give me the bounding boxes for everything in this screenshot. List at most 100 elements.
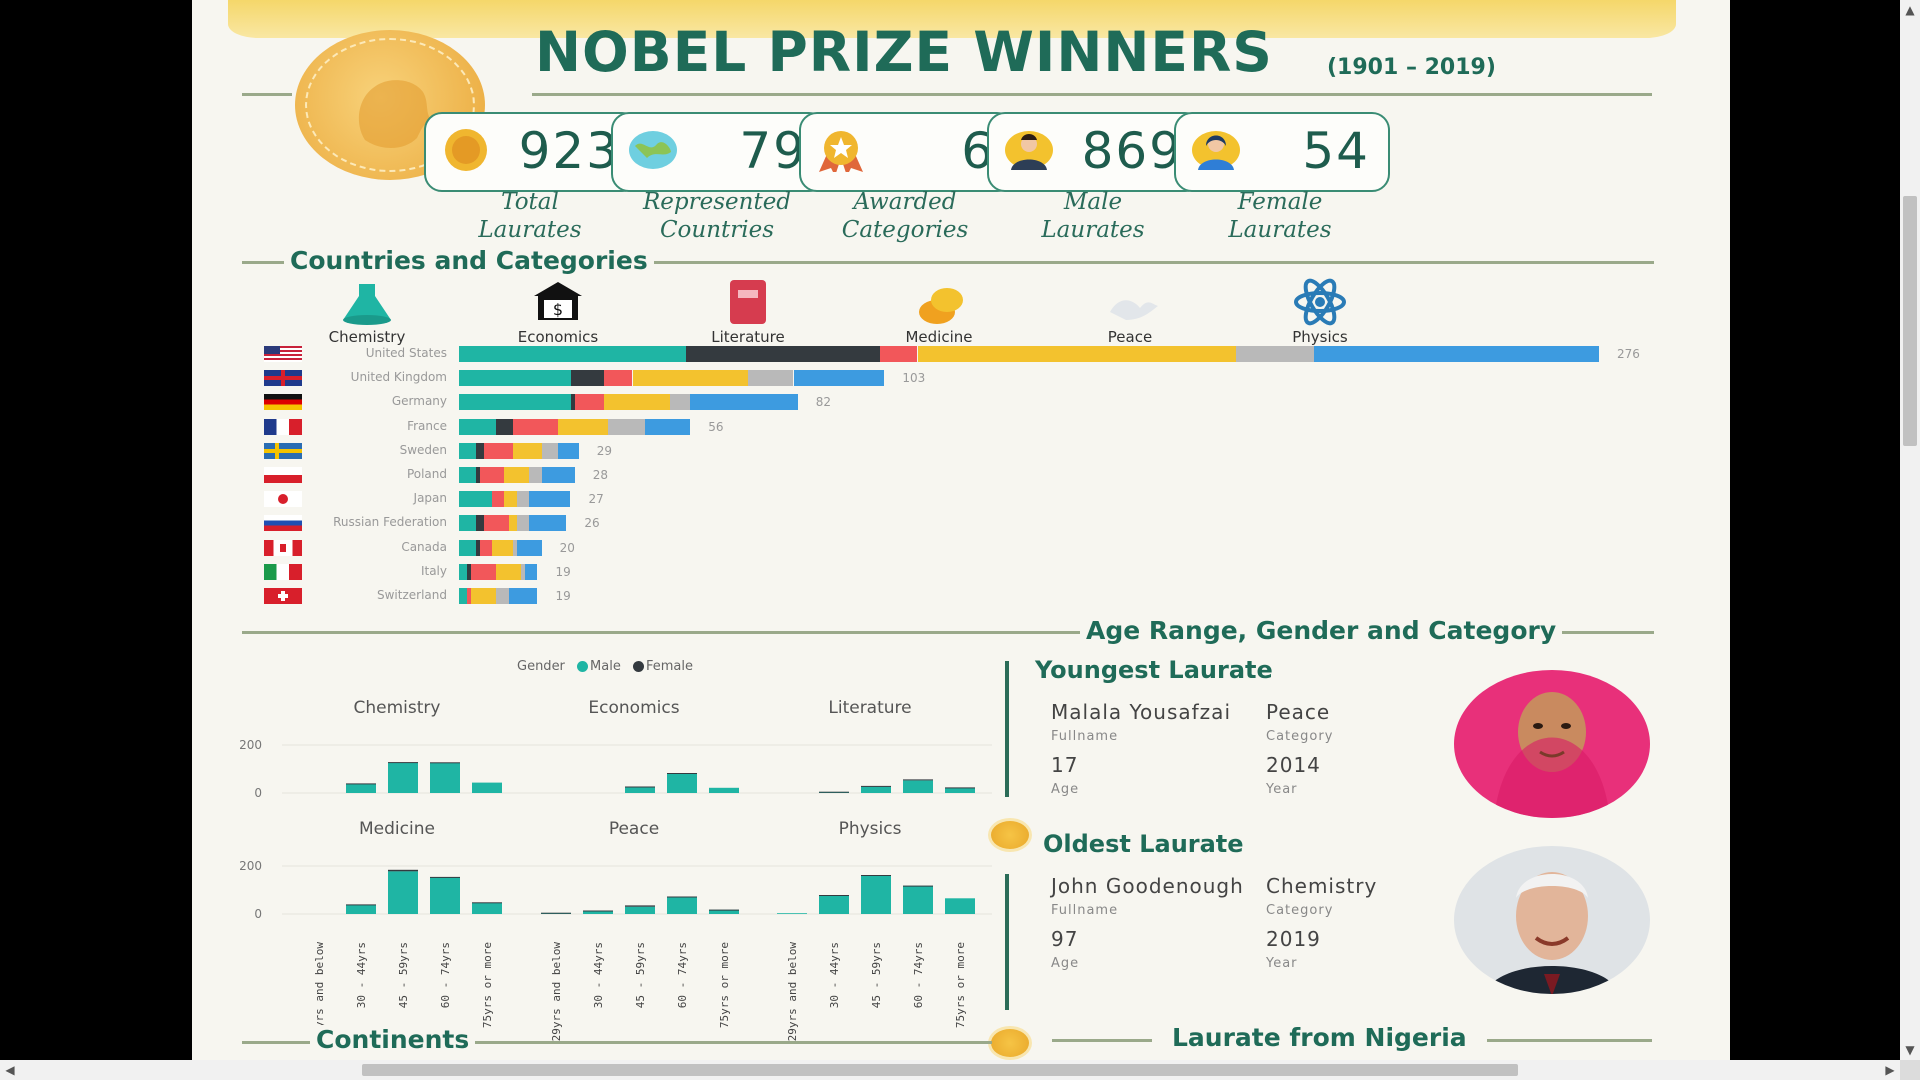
russia-flag — [264, 515, 302, 532]
female-bar — [945, 787, 975, 789]
section-title-countries: Countries and Categories — [284, 246, 654, 275]
scroll-right-arrow-icon[interactable]: ▶ — [1885, 1063, 1895, 1077]
bar-segment-literature — [492, 491, 505, 508]
bar-segment-chemistry — [459, 588, 468, 604]
male-bar — [945, 898, 975, 914]
bar-segment-medicine — [504, 491, 517, 508]
age-bin-label: 75yrs or more — [718, 942, 731, 1028]
bar-segment-physics — [516, 539, 542, 556]
poland-flag — [264, 467, 302, 483]
scroll-up-arrow-icon[interactable]: ▲ — [1905, 3, 1915, 17]
france-flag — [264, 418, 302, 435]
youngest-name: Malala Yousafzai — [1051, 700, 1231, 724]
youngest-year-label: Year — [1266, 782, 1298, 797]
male-person-icon — [1005, 131, 1053, 170]
horizontal-scroll-thumb[interactable] — [362, 1064, 1518, 1076]
us-flag — [264, 346, 302, 362]
divider — [242, 1041, 992, 1044]
age-bin-label: 30 - 44yrs — [828, 942, 841, 1008]
scroll-left-arrow-icon[interactable]: ◀ — [5, 1063, 15, 1077]
bar-segment-chemistry — [459, 442, 476, 459]
female-bar — [388, 762, 418, 764]
youngest-year: 2014 — [1266, 753, 1321, 777]
country-label: Italy — [420, 563, 447, 578]
male-bar — [861, 875, 891, 914]
bar-segment-literature — [479, 539, 493, 556]
country-label: United States — [365, 346, 447, 360]
oldest-category: Chemistry — [1266, 874, 1378, 898]
bar-segment-literature — [479, 467, 505, 483]
bar-segment-physics — [793, 370, 885, 387]
scroll-down-arrow-icon[interactable]: ▼ — [1905, 1043, 1915, 1057]
youngest-category-label: Category — [1266, 729, 1334, 744]
portrait-illustration — [1484, 872, 1620, 994]
oldest-year: 2019 — [1266, 927, 1321, 951]
pill-icon — [919, 288, 963, 324]
female-legend-swatch — [632, 661, 644, 672]
atom-icon — [1294, 278, 1346, 326]
award-ribbon-icon — [819, 131, 863, 172]
dove-icon — [1110, 300, 1158, 320]
gold-coin-icon — [988, 1026, 1032, 1060]
category-literature: Literature — [688, 278, 808, 350]
vertical-scroll-thumb[interactable] — [1903, 196, 1917, 446]
horizontal-scrollbar[interactable]: ◀ ▶ — [0, 1060, 1900, 1080]
bar-segment-chemistry — [459, 370, 571, 387]
bar-total-label: 20 — [559, 540, 575, 555]
male-bar — [625, 906, 655, 914]
sweden-flag — [264, 442, 302, 459]
page-title: NOBEL PRIZE WINNERS — [535, 20, 1273, 84]
switzerland-flag — [264, 588, 302, 604]
italy-flag — [264, 563, 302, 580]
male-bar — [430, 877, 460, 914]
age-bin-label: 29yrs and below — [550, 942, 563, 1042]
bar-segment-medicine — [558, 418, 608, 435]
bar-segment-medicine — [492, 539, 513, 556]
gender-legend: Gender Male Female — [517, 659, 693, 674]
bar-segment-economics — [475, 515, 484, 532]
bar-segment-chemistry — [459, 539, 476, 556]
bar-total-label: 56 — [708, 419, 724, 434]
stat-label: Awarded Categories — [799, 188, 1011, 244]
male-bar — [819, 895, 849, 914]
flask-icon — [343, 284, 391, 325]
bar-segment-literature — [471, 563, 497, 580]
bar-segment-peace — [516, 491, 530, 508]
age-bin-label: 45 - 59yrs — [870, 942, 883, 1008]
bar-segment-medicine — [632, 370, 749, 387]
bar-segment-medicine — [508, 515, 517, 532]
panel-title: Peace — [609, 819, 659, 839]
bar-total-label: 29 — [596, 443, 613, 458]
female-bar — [667, 896, 697, 898]
male-bar — [583, 911, 613, 914]
bar-segment-chemistry — [459, 563, 468, 580]
category-chemistry: Chemistry — [307, 278, 427, 350]
oldest-portrait — [1454, 846, 1650, 994]
male-bar — [903, 780, 933, 793]
y-tick-label: 0 — [254, 907, 262, 921]
age-bin-label: 29yrs and below — [786, 942, 799, 1042]
stat-value: 869 — [1081, 122, 1183, 180]
section-title-continents: Continents — [310, 1025, 476, 1054]
medal-profile-icon — [358, 80, 431, 149]
male-bar — [346, 904, 376, 914]
bar-segment-economics — [570, 370, 604, 387]
bar-segment-peace — [529, 467, 542, 483]
bar-segment-chemistry — [459, 346, 687, 362]
oldest-name-label: Fullname — [1051, 903, 1119, 918]
stat-label-line: Represented — [642, 189, 792, 215]
vertical-scrollbar[interactable]: ▲ ▼ — [1900, 0, 1920, 1060]
bar-segment-chemistry — [459, 418, 497, 435]
bar-segment-literature — [467, 588, 472, 604]
svg-text:$: $ — [553, 300, 563, 319]
male-bar — [388, 871, 418, 914]
bar-segment-economics — [475, 442, 484, 459]
bar-segment-peace — [496, 588, 509, 604]
stat-card: 79 — [611, 112, 827, 192]
section-title-nigeria: Laurate from Nigeria — [1152, 1023, 1487, 1052]
bar-segment-peace — [607, 418, 645, 435]
stat-label-line: Laurates — [1041, 217, 1145, 243]
bar-segment-peace — [521, 563, 526, 580]
youngest-heading: Youngest Laurate — [1035, 656, 1273, 684]
male-bar — [861, 786, 891, 793]
